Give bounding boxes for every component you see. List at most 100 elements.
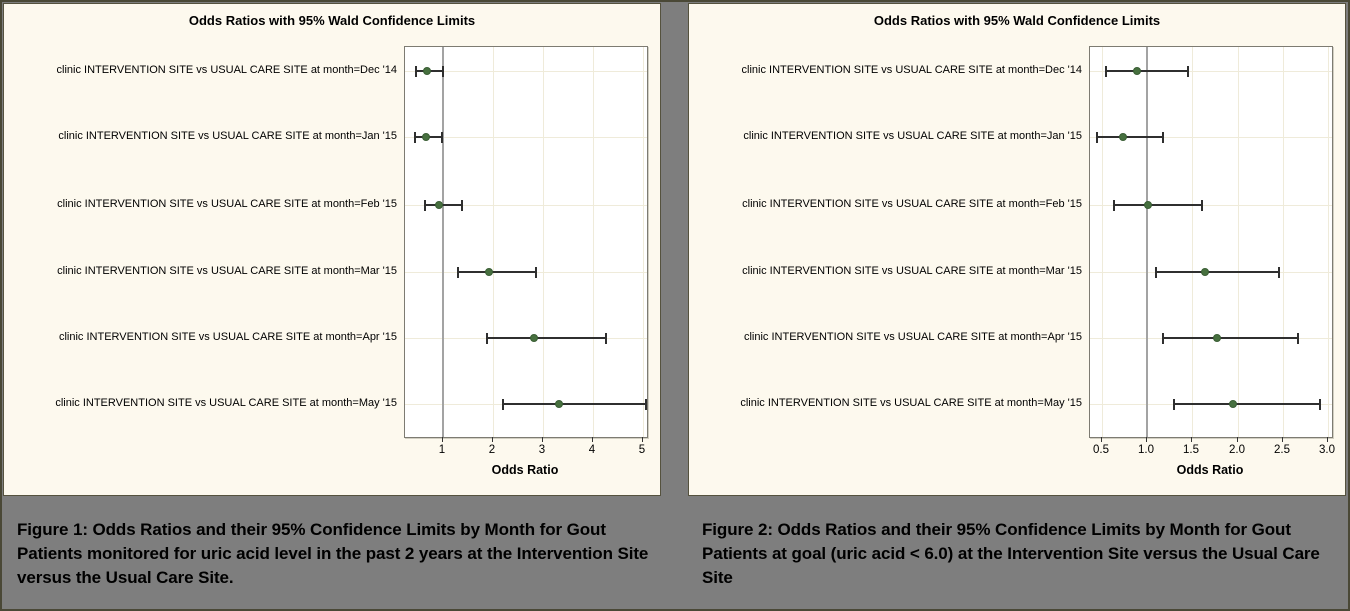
- x-axis-tick: [1146, 437, 1147, 442]
- confidence-interval-bar: [425, 204, 462, 206]
- x-axis-tick: [1282, 437, 1283, 442]
- ci-upper-cap: [461, 200, 463, 211]
- row-label: clinic INTERVENTION SITE vs USUAL CARE S…: [58, 130, 397, 142]
- figure-1-caption: Figure 1: Odds Ratios and their 95% Conf…: [17, 520, 649, 587]
- row-label: clinic INTERVENTION SITE vs USUAL CARE S…: [57, 198, 397, 210]
- ci-lower-cap: [1173, 399, 1175, 410]
- horizontal-gridline: [405, 71, 647, 72]
- row-label: clinic INTERVENTION SITE vs USUAL CARE S…: [743, 331, 1082, 343]
- ci-upper-cap: [1187, 66, 1189, 77]
- confidence-interval-bar: [1174, 403, 1320, 405]
- ci-upper-cap: [442, 66, 444, 77]
- row-label: clinic INTERVENTION SITE vs USUAL CARE S…: [58, 331, 397, 343]
- vertical-gridline: [1283, 47, 1284, 437]
- ci-upper-cap: [645, 399, 647, 410]
- ci-upper-cap: [1297, 333, 1299, 344]
- row-label: clinic INTERVENTION SITE vs USUAL CARE S…: [743, 130, 1082, 142]
- figure-2-chart-panel: Odds Ratios with 95% Wald Confidence Lim…: [688, 3, 1346, 496]
- x-axis-tick: [592, 437, 593, 442]
- confidence-interval-bar: [1156, 271, 1279, 273]
- ci-upper-cap: [605, 333, 607, 344]
- vertical-gridline: [1192, 47, 1193, 437]
- plot-area: [404, 46, 648, 438]
- ci-lower-cap: [457, 267, 459, 278]
- confidence-interval-bar: [487, 337, 605, 339]
- odds-ratio-marker: [1229, 400, 1237, 408]
- odds-ratio-marker: [422, 133, 430, 141]
- x-tick-label: 2: [488, 444, 496, 456]
- odds-ratio-marker: [555, 400, 563, 408]
- horizontal-gridline: [1090, 137, 1332, 138]
- ci-upper-cap: [1319, 399, 1321, 410]
- ci-lower-cap: [486, 333, 488, 344]
- ci-lower-cap: [1096, 132, 1098, 143]
- ci-lower-cap: [502, 399, 504, 410]
- odds-ratio-marker: [423, 67, 431, 75]
- ci-upper-cap: [1278, 267, 1280, 278]
- row-label: clinic INTERVENTION SITE vs USUAL CARE S…: [55, 397, 397, 409]
- x-axis-label: Odds Ratio: [1176, 463, 1244, 477]
- vertical-gridline: [1238, 47, 1239, 437]
- ci-lower-cap: [1113, 200, 1115, 211]
- figure-2-caption: Figure 2: Odds Ratios and their 95% Conf…: [702, 520, 1320, 587]
- row-label: clinic INTERVENTION SITE vs USUAL CARE S…: [740, 397, 1082, 409]
- horizontal-gridline: [405, 137, 647, 138]
- vertical-gridline: [1102, 47, 1103, 437]
- confidence-interval-bar: [1163, 337, 1297, 339]
- row-label: clinic INTERVENTION SITE vs USUAL CARE S…: [742, 198, 1082, 210]
- row-label: clinic INTERVENTION SITE vs USUAL CARE S…: [742, 265, 1082, 277]
- vertical-gridline: [643, 47, 644, 437]
- vertical-gridline: [543, 47, 544, 437]
- odds-ratio-marker: [1144, 201, 1152, 209]
- reference-line: [1146, 47, 1148, 437]
- ci-lower-cap: [424, 200, 426, 211]
- x-tick-label: 1.5: [1183, 444, 1199, 456]
- odds-ratio-marker: [485, 268, 493, 276]
- vertical-gridline: [493, 47, 494, 437]
- x-tick-label: 5: [638, 444, 646, 456]
- ci-upper-cap: [535, 267, 537, 278]
- ci-upper-cap: [1201, 200, 1203, 211]
- x-tick-label: 1.0: [1138, 444, 1154, 456]
- odds-ratio-marker: [530, 334, 538, 342]
- ci-lower-cap: [1105, 66, 1107, 77]
- horizontal-gridline: [1090, 71, 1332, 72]
- horizontal-gridline: [1090, 205, 1332, 206]
- x-axis-tick: [1327, 437, 1328, 442]
- odds-ratio-marker: [1119, 133, 1127, 141]
- chart-title: Odds Ratios with 95% Wald Confidence Lim…: [873, 13, 1161, 28]
- ci-lower-cap: [415, 66, 417, 77]
- odds-ratio-marker: [1201, 268, 1209, 276]
- odds-ratio-marker: [435, 201, 443, 209]
- plot-area: [1089, 46, 1333, 438]
- confidence-interval-bar: [1106, 70, 1188, 72]
- confidence-interval-bar: [1097, 136, 1163, 138]
- ci-upper-cap: [441, 132, 443, 143]
- x-axis-tick: [642, 437, 643, 442]
- confidence-interval-bar: [1114, 204, 1202, 206]
- x-tick-label: 4: [588, 444, 596, 456]
- reference-line: [442, 47, 444, 437]
- ci-lower-cap: [414, 132, 416, 143]
- confidence-interval-bar: [458, 271, 536, 273]
- figure-1-chart-panel: Odds Ratios with 95% Wald Confidence Lim…: [3, 3, 661, 496]
- x-tick-label: 3: [538, 444, 546, 456]
- x-tick-label: 2.5: [1274, 444, 1290, 456]
- x-axis-tick: [492, 437, 493, 442]
- row-label: clinic INTERVENTION SITE vs USUAL CARE S…: [57, 265, 397, 277]
- x-axis-tick: [542, 437, 543, 442]
- odds-ratio-marker: [1213, 334, 1221, 342]
- x-axis-label: Odds Ratio: [491, 463, 559, 477]
- x-tick-label: 3.0: [1319, 444, 1335, 456]
- x-tick-label: 0.5: [1093, 444, 1109, 456]
- x-axis-tick: [1191, 437, 1192, 442]
- row-label: clinic INTERVENTION SITE vs USUAL CARE S…: [56, 64, 397, 76]
- ci-upper-cap: [1162, 132, 1164, 143]
- ci-lower-cap: [1162, 333, 1164, 344]
- horizontal-gridline: [405, 205, 647, 206]
- odds-ratio-marker: [1133, 67, 1141, 75]
- vertical-gridline: [1328, 47, 1329, 437]
- x-axis-tick: [1101, 437, 1102, 442]
- vertical-gridline: [593, 47, 594, 437]
